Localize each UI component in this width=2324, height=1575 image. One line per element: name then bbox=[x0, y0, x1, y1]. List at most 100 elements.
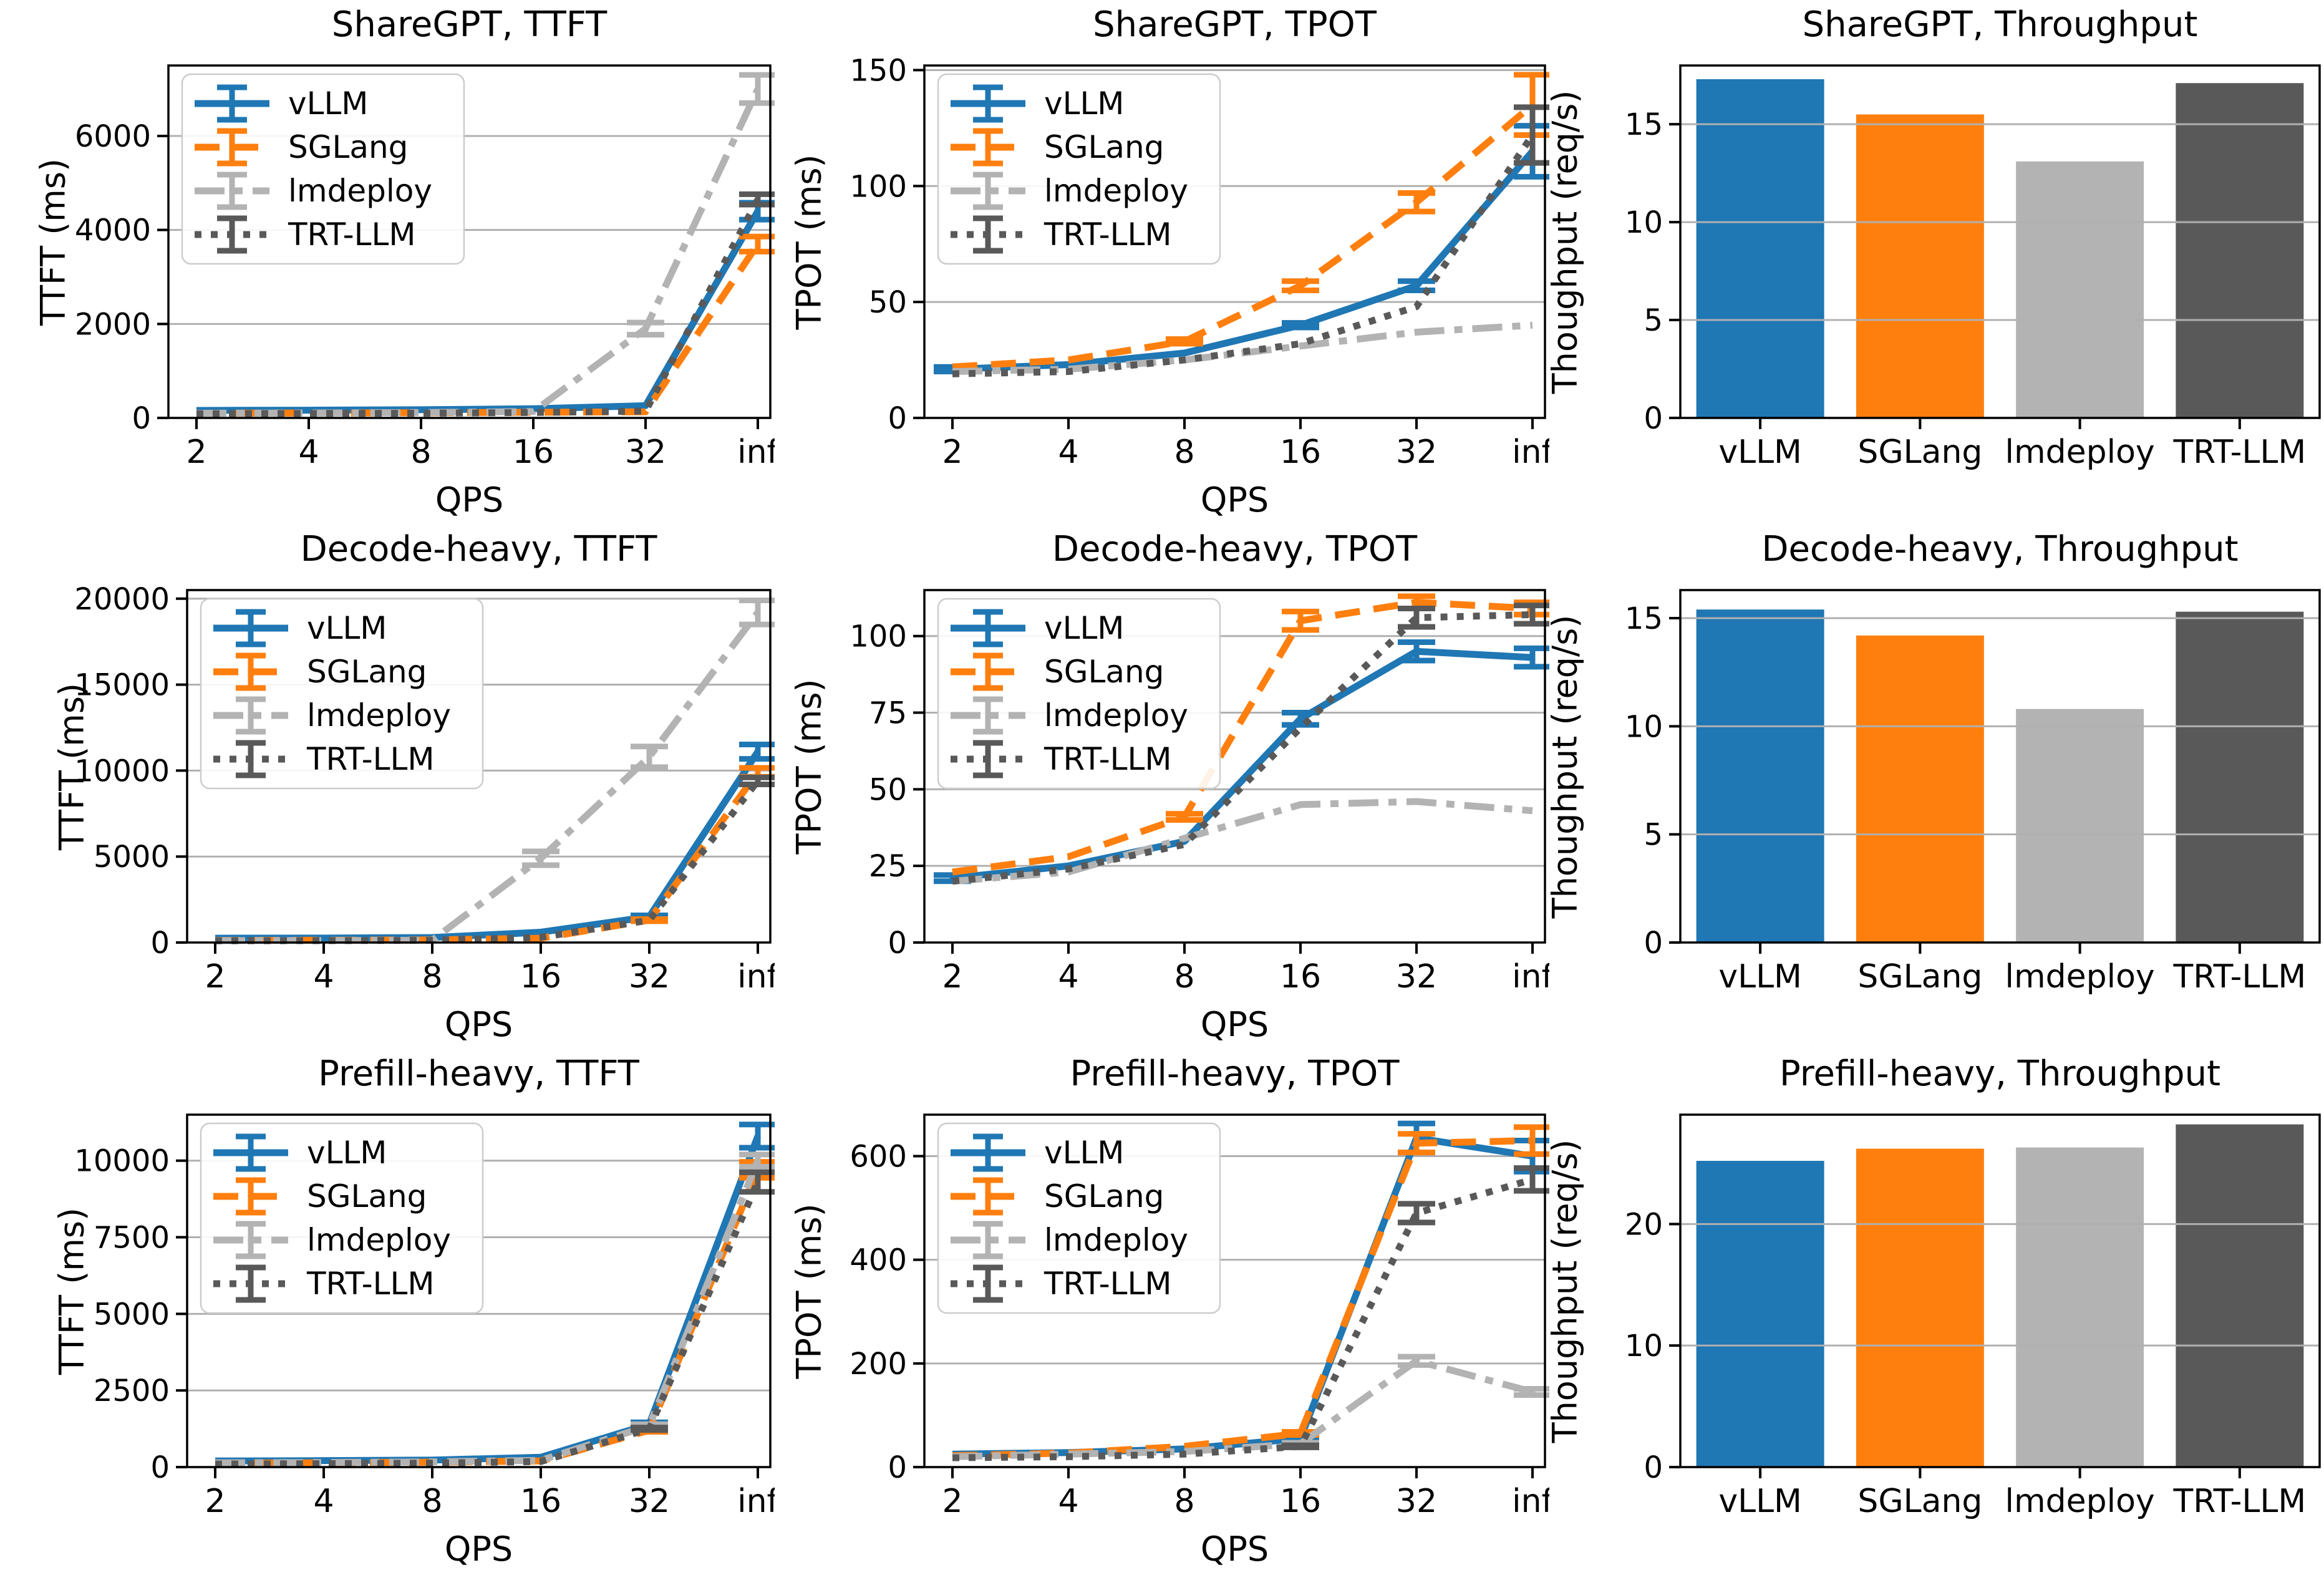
svg-text:0: 0 bbox=[132, 401, 151, 436]
svg-text:SGLang: SGLang bbox=[1857, 1483, 1982, 1520]
svg-text:TRT-LLM: TRT-LLM bbox=[1043, 1266, 1172, 1302]
svg-text:4: 4 bbox=[313, 1483, 334, 1520]
chart-title: Decode-heavy, Throughput bbox=[1761, 529, 2239, 569]
svg-text:32: 32 bbox=[629, 958, 670, 996]
subplot-decode-heavy-throughput: 0 5 10 15 vLLM SGLang lmdeploy TRT-LLM Decode-h… bbox=[1545, 525, 2324, 1049]
svg-text:vLLM: vLLM bbox=[1718, 434, 1802, 471]
plot-area-decode-heavy-ttft: 0 5000 10000 15000 20000 2 4 8 16 32 inf vLLM SGLang… bbox=[74, 582, 775, 996]
subplot-sharegpt-tpot: 0 50 100 150 2 4 8 16 32 inf vLLM SGLang lmdeploy TRT… bbox=[775, 0, 1549, 525]
svg-text:32: 32 bbox=[1396, 1483, 1437, 1520]
svg-text:vLLM: vLLM bbox=[307, 610, 387, 646]
svg-text:inf: inf bbox=[737, 1483, 775, 1520]
svg-text:8: 8 bbox=[1174, 434, 1194, 471]
svg-text:16: 16 bbox=[513, 434, 554, 471]
chart-title: Prefill-heavy, TPOT bbox=[1070, 1054, 1400, 1094]
svg-text:0: 0 bbox=[1644, 926, 1663, 961]
x-axis-label: QPS bbox=[1200, 480, 1269, 520]
svg-text:4: 4 bbox=[298, 434, 319, 471]
svg-text:SGLang: SGLang bbox=[307, 1178, 427, 1214]
y-axis-label: TTFT (ms) bbox=[33, 158, 73, 326]
svg-text:8: 8 bbox=[1174, 1483, 1194, 1520]
svg-text:SGLang: SGLang bbox=[288, 129, 408, 165]
chart-title: ShareGPT, TPOT bbox=[1093, 4, 1377, 45]
subplot-sharegpt-ttft: 0 2000 4000 6000 2 4 8 16 32 inf vLLM SGLang lmdeplo… bbox=[0, 0, 775, 525]
y-axis-label: TPOT (ms) bbox=[789, 153, 829, 330]
svg-text:lmdeploy: lmdeploy bbox=[1044, 1222, 1188, 1258]
svg-text:lmdeploy: lmdeploy bbox=[307, 1222, 451, 1258]
svg-text:8: 8 bbox=[1174, 958, 1194, 996]
svg-text:lmdeploy: lmdeploy bbox=[2005, 434, 2155, 471]
svg-text:TRT-LLM: TRT-LLM bbox=[1043, 741, 1172, 777]
svg-text:25: 25 bbox=[869, 849, 907, 884]
svg-text:0: 0 bbox=[1644, 1450, 1663, 1485]
svg-text:32: 32 bbox=[625, 434, 666, 471]
svg-text:32: 32 bbox=[629, 1483, 670, 1520]
svg-text:4000: 4000 bbox=[75, 213, 151, 248]
svg-text:0: 0 bbox=[150, 926, 170, 961]
svg-text:inf: inf bbox=[737, 958, 775, 996]
svg-text:inf: inf bbox=[1512, 434, 1549, 471]
svg-text:16: 16 bbox=[520, 1483, 561, 1520]
svg-text:lmdeploy: lmdeploy bbox=[1044, 173, 1188, 209]
svg-text:vLLM: vLLM bbox=[1718, 958, 1802, 996]
chart-title: ShareGPT, Throughput bbox=[1802, 4, 2198, 45]
svg-text:2: 2 bbox=[205, 1483, 225, 1520]
svg-text:50: 50 bbox=[869, 772, 907, 807]
svg-text:SGLang: SGLang bbox=[1857, 434, 1982, 471]
svg-text:10: 10 bbox=[1625, 709, 1663, 744]
svg-text:5: 5 bbox=[1644, 303, 1663, 338]
svg-text:150: 150 bbox=[850, 53, 907, 88]
subplot-decode-heavy-tpot: 0 25 50 75 100 2 4 8 16 32 inf vLLM SGLang lmdeploy TR… bbox=[775, 525, 1549, 1049]
svg-text:0: 0 bbox=[888, 1450, 907, 1485]
subplot-sharegpt-throughput: 0 5 10 15 vLLM SGLang lmdeploy TRT-LLM ShareGPT… bbox=[1545, 0, 2324, 525]
svg-text:2000: 2000 bbox=[75, 307, 151, 342]
svg-text:TRT-LLM: TRT-LLM bbox=[2173, 1483, 2307, 1520]
svg-text:32: 32 bbox=[1396, 434, 1437, 471]
subplot-prefill-heavy-throughput: 0 10 20 vLLM SGLang lmdeploy TRT-LLM Prefill-h… bbox=[1545, 1049, 2324, 1574]
x-axis-label: QPS bbox=[444, 1005, 513, 1044]
chart-title: Decode-heavy, TPOT bbox=[1052, 529, 1418, 569]
y-axis-label: Thoughput (req/s) bbox=[1545, 614, 1585, 918]
svg-text:8: 8 bbox=[410, 434, 431, 471]
svg-text:10: 10 bbox=[1625, 1329, 1663, 1364]
svg-text:16: 16 bbox=[520, 958, 561, 996]
svg-text:inf: inf bbox=[1512, 1483, 1549, 1520]
svg-text:10000: 10000 bbox=[74, 1144, 170, 1179]
svg-text:7500: 7500 bbox=[94, 1221, 170, 1256]
svg-text:SGLang: SGLang bbox=[307, 654, 427, 690]
y-axis-label: TTFT (ms) bbox=[52, 1207, 92, 1375]
plot-area-decode-heavy-tpot: 0 25 50 75 100 2 4 8 16 32 inf vLLM SGLang lmdeploy TR… bbox=[850, 589, 1549, 996]
chart-title: ShareGPT, TTFT bbox=[331, 4, 608, 45]
plot-area-sharegpt-ttft: 0 2000 4000 6000 2 4 8 16 32 inf vLLM SGLang lmdeplo… bbox=[75, 64, 775, 471]
svg-text:vLLM: vLLM bbox=[1044, 85, 1124, 122]
svg-text:inf: inf bbox=[1512, 958, 1549, 996]
y-axis-label: TTFT (ms) bbox=[52, 682, 92, 850]
svg-text:0: 0 bbox=[888, 401, 907, 436]
svg-text:lmdeploy: lmdeploy bbox=[288, 173, 432, 209]
svg-text:inf: inf bbox=[737, 434, 775, 471]
svg-text:2: 2 bbox=[942, 958, 962, 996]
y-axis-label: Thoughput (req/s) bbox=[1545, 1139, 1585, 1443]
svg-text:4: 4 bbox=[1058, 1483, 1078, 1520]
svg-text:8: 8 bbox=[422, 1483, 442, 1520]
svg-text:400: 400 bbox=[850, 1243, 907, 1278]
y-axis-label: TPOT (ms) bbox=[789, 1203, 829, 1379]
subplot-decode-heavy-ttft: 0 5000 10000 15000 20000 2 4 8 16 32 inf vLLM SGLang… bbox=[0, 525, 775, 1049]
svg-text:10000: 10000 bbox=[74, 754, 170, 788]
chart-title: Prefill-heavy, Throughput bbox=[1779, 1054, 2221, 1094]
svg-text:8: 8 bbox=[422, 958, 442, 996]
svg-text:20000: 20000 bbox=[74, 582, 170, 617]
subplot-prefill-heavy-tpot: 0 200 400 600 2 4 8 16 32 inf vLLM SGLang lmdeploy TR… bbox=[775, 1049, 1549, 1574]
svg-text:10: 10 bbox=[1625, 205, 1663, 240]
svg-text:15000: 15000 bbox=[74, 668, 170, 703]
svg-text:TRT-LLM: TRT-LLM bbox=[306, 741, 435, 777]
svg-text:2500: 2500 bbox=[94, 1374, 170, 1408]
x-axis-label: QPS bbox=[444, 1529, 513, 1569]
svg-text:20: 20 bbox=[1625, 1207, 1663, 1242]
y-axis-label: Thoughput (req/s) bbox=[1545, 90, 1585, 394]
svg-text:6000: 6000 bbox=[75, 119, 151, 154]
x-axis-label: QPS bbox=[1200, 1529, 1269, 1569]
svg-text:100: 100 bbox=[850, 619, 907, 654]
svg-text:vLLM: vLLM bbox=[1044, 1135, 1124, 1171]
